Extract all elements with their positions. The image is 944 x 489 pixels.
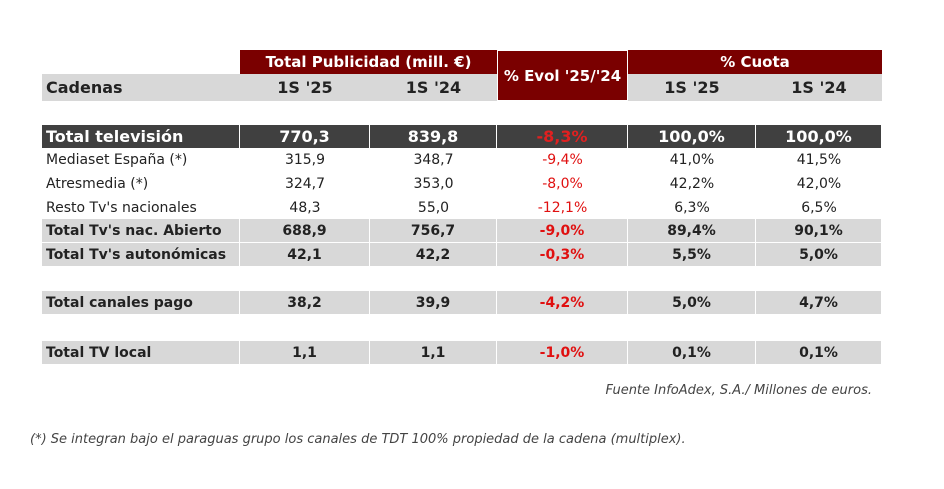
cell-v25: 42,1 (240, 243, 370, 266)
header-cuota-1s25: 1S '25 (664, 78, 720, 97)
cell-v25: 770,3 (240, 125, 370, 148)
table-row: Total TV local 1,1 1,1 -1,0% 0,1% 0,1% (42, 341, 882, 364)
cell-label: Atresmedia (*) (46, 175, 149, 192)
cell-v25: 38,2 (240, 291, 370, 314)
cell-label: Total Tv's autonómicas (42, 243, 240, 266)
cell-v24: 42,2 (370, 243, 497, 266)
cell-v24: 839,8 (370, 125, 497, 148)
cell-label: Resto Tv's nacionales (46, 199, 197, 216)
cell-c24: 6,5% (801, 199, 837, 216)
table-row: Total canales pago 38,2 39,9 -4,2% 5,0% 4,7% (42, 291, 882, 314)
header-pub-1s25: 1S '25 (277, 78, 333, 97)
cell-c25: 5,5% (628, 243, 756, 266)
footnote: (*) Se integran bajo el paraguas grupo l… (30, 432, 686, 447)
cell-c24: 4,7% (756, 291, 882, 314)
cell-evol: -9,0% (497, 219, 628, 242)
cell-v24: 353,0 (413, 175, 454, 192)
table-row: Total televisión 770,3 839,8 -8,3% 100,0% 100… (42, 125, 882, 148)
cell-c24: 5,0% (756, 243, 882, 266)
header-cadenas: Cadenas (46, 78, 123, 97)
cell-v24: 348,7 (413, 151, 454, 168)
cell-evol: -1,0% (497, 341, 628, 364)
cell-c25: 5,0% (628, 291, 756, 314)
header-cuota: % Cuota (628, 50, 882, 74)
cell-v24: 756,7 (370, 219, 497, 242)
table-row: Resto Tv's nacionales 48,3 55,0 -12,1% 6,3% 6… (42, 196, 882, 219)
cell-c25: 0,1% (628, 341, 756, 364)
cell-v25: 324,7 (284, 175, 326, 192)
cell-c25: 89,4% (628, 219, 756, 242)
cell-v24: 55,0 (417, 199, 450, 216)
table-row: Total Tv's nac. Abierto 688,9 756,7 -9,0% 89… (42, 219, 882, 242)
cell-evol: -4,2% (497, 291, 628, 314)
cell-evol: -12,1% (537, 199, 588, 216)
cell-c24: 0,1% (756, 341, 882, 364)
table-row: Mediaset España (*) 315,9 348,7 -9,4% 41,0% 4… (42, 148, 882, 171)
cell-c24: 41,5% (796, 151, 842, 168)
cell-c24: 100,0% (756, 125, 882, 148)
cell-label: Mediaset España (*) (46, 151, 188, 168)
cell-v24: 1,1 (370, 341, 497, 364)
header-total-publicidad: Total Publicidad (mill. €) (240, 50, 497, 74)
cell-v25: 688,9 (240, 219, 370, 242)
table-row: Total Tv's autonómicas 42,1 42,2 -0,3% 5,5% 5… (42, 243, 882, 266)
header-pub-1s24: 1S '24 (405, 78, 462, 97)
cell-evol: -8,3% (497, 125, 628, 148)
cell-c25: 6,3% (674, 199, 710, 216)
cell-c24: 90,1% (756, 219, 882, 242)
cell-evol: -9,4% (542, 151, 583, 168)
cell-label: Total canales pago (42, 291, 240, 314)
cell-evol: -8,0% (542, 175, 583, 192)
cell-c25: 42,2% (669, 175, 715, 192)
cell-v25: 315,9 (284, 151, 326, 168)
cell-label: Total TV local (42, 341, 240, 364)
cell-v25: 1,1 (240, 341, 370, 364)
cell-v24: 39,9 (370, 291, 497, 314)
cell-label: Total televisión (42, 125, 240, 148)
cell-c25: 100,0% (628, 125, 756, 148)
cell-label: Total Tv's nac. Abierto (42, 219, 240, 242)
cell-c25: 41,0% (669, 151, 715, 168)
cell-v25: 48,3 (289, 199, 321, 216)
source-note: Fuente InfoAdex, S.A./ Millones de euros… (605, 383, 873, 398)
header-cuota-1s24: 1S '24 (791, 78, 847, 97)
header-evol: % Evol '25/'24 (497, 50, 628, 101)
table-row: Atresmedia (*) 324,7 353,0 -8,0% 42,2% 42,0% (42, 172, 882, 195)
cell-c24: 42,0% (796, 175, 842, 192)
cell-evol: -0,3% (497, 243, 628, 266)
